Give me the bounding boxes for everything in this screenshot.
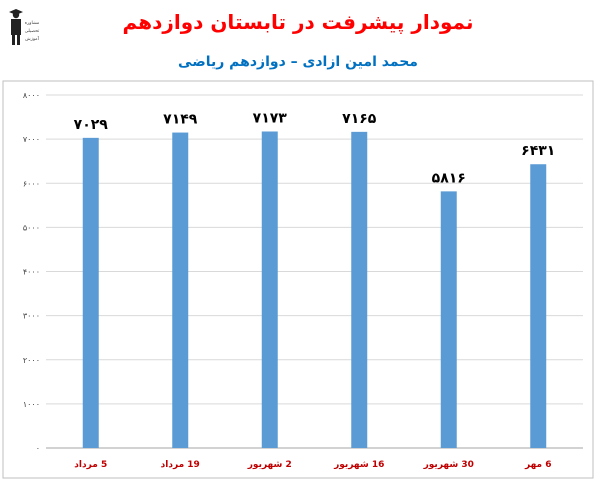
x-tick-label: 2 شهریور (247, 460, 292, 470)
data-label: ۷۰۲۹ (74, 117, 109, 133)
chart-subtitle: محمد امین ازادی – دوازدهم ریاضی (178, 54, 418, 70)
data-label: ۵۸۱۶ (432, 170, 466, 186)
chart-title: نمودار پیشرفت در تابستان دوازدهم (122, 10, 474, 34)
x-tick-label: 6 مهر (524, 460, 552, 470)
y-tick-label: ۲۰۰۰ (23, 356, 40, 365)
y-tick-label: ۰ (36, 444, 40, 453)
bar (351, 131, 368, 449)
logo-text-line-2: تحصیلی (25, 29, 40, 34)
y-tick-label: ۶۰۰۰ (23, 179, 40, 188)
plot-frame (2, 80, 594, 479)
graduation-figure-icon: مشاوره تحصیلی آموزش (9, 9, 40, 45)
y-tick-label: ۸۰۰۰ (23, 91, 40, 100)
x-tick-label: 16 شهریور (333, 460, 384, 470)
logo-text-line-3: آموزش (25, 36, 39, 42)
data-label: ۷۱۴۹ (163, 112, 198, 128)
bar (82, 137, 99, 448)
data-label: ۶۴۳۱ (521, 143, 555, 159)
y-tick-label: ۴۰۰۰ (23, 268, 40, 277)
data-label: ۷۱۷۳ (253, 110, 288, 126)
bar (172, 132, 189, 449)
bar (440, 191, 457, 448)
x-tick-label: 30 شهریور (423, 460, 474, 470)
x-tick-label: 5 مرداد (74, 460, 107, 470)
data-label: ۷۱۶۵ (342, 111, 377, 127)
bar (530, 164, 547, 449)
y-tick-label: ۱۰۰۰ (23, 400, 40, 409)
x-tick-label: 19 مرداد (161, 460, 200, 470)
bar (261, 131, 278, 448)
y-tick-label: ۷۰۰۰ (23, 135, 40, 144)
y-tick-label: ۵۰۰۰ (23, 223, 40, 232)
y-tick-label: ۳۰۰۰ (23, 312, 40, 321)
logo-text-line-1: مشاوره (25, 21, 40, 26)
